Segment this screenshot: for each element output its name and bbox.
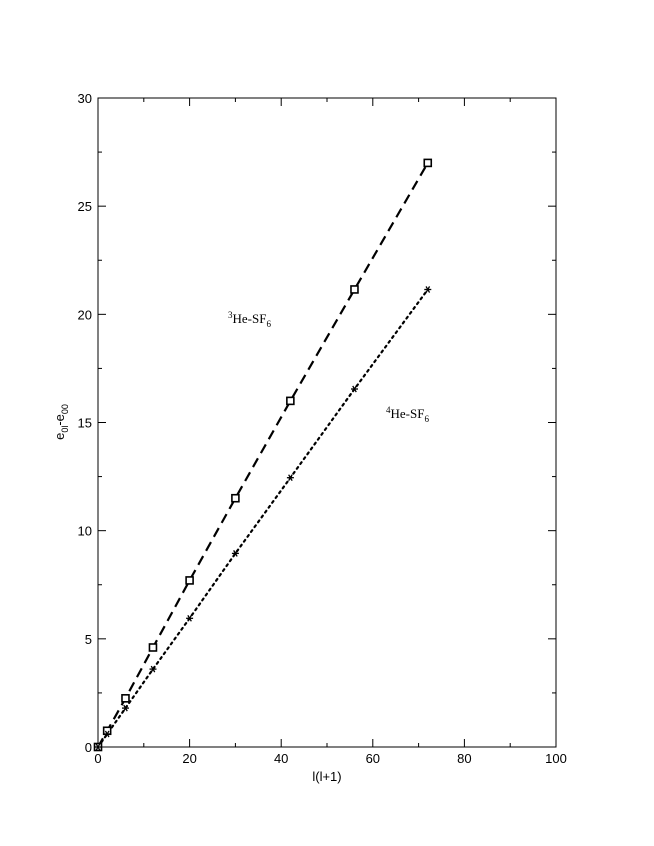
series-label-4he-sup: 4 — [386, 405, 391, 415]
y-tick-label: 10 — [78, 524, 92, 539]
series-2-point — [94, 743, 102, 751]
y-axis-title-sub2: 00 — [60, 404, 70, 414]
asterisk-stroke — [150, 665, 156, 673]
y-tick-label: 30 — [78, 91, 92, 106]
series-1-point — [286, 396, 295, 406]
asterisk-stroke — [233, 550, 238, 557]
asterisk-stroke — [123, 704, 128, 712]
series-label-3he-sup: 3 — [228, 310, 233, 320]
x-axis-title: l(l+1) — [312, 769, 341, 784]
x-tick-label: 60 — [366, 751, 380, 766]
series-lines — [96, 162, 429, 749]
asterisk-stroke — [95, 743, 101, 751]
y-axis-title-mid: -e — [52, 414, 67, 426]
y-tick-label: 15 — [78, 416, 92, 431]
series-2-point — [149, 665, 157, 673]
series-label-3he: 3He-SF6 — [228, 310, 271, 329]
y-tick-label: 5 — [85, 632, 92, 647]
y-axis-title: e0l-e00 — [52, 404, 70, 440]
x-tick-label: 80 — [457, 751, 471, 766]
series-2-point — [186, 614, 194, 622]
y-axis-title-main: e — [52, 433, 67, 440]
series-label-3he-main: He-SF — [233, 311, 267, 326]
series-1-point — [148, 643, 158, 652]
asterisk-stroke — [352, 385, 357, 393]
series-1-point — [121, 694, 130, 703]
series-2-point — [424, 286, 432, 293]
series-2-point — [286, 474, 294, 482]
series-2-point — [122, 704, 129, 712]
series-1-point — [423, 158, 433, 168]
axis-ticks — [97, 97, 557, 748]
series-2-point — [231, 550, 239, 557]
asterisk-stroke — [187, 614, 192, 622]
series-markers — [93, 158, 433, 752]
tick-labels: 0 20 40 60 80 100 0 5 10 15 20 25 30 — [78, 91, 567, 766]
series-2-point — [103, 730, 111, 738]
series-1-line — [97, 162, 429, 748]
x-tick-label: 100 — [545, 751, 567, 766]
x-tick-label: 40 — [274, 751, 288, 766]
series-label-4he-sub: 6 — [424, 414, 429, 424]
y-axis-title-sub1: 0l — [60, 426, 70, 433]
series-2-point — [351, 385, 358, 393]
series-label-4he-main: He-SF — [391, 406, 425, 421]
series-2-line — [96, 288, 429, 749]
series-label-3he-sub: 6 — [266, 319, 271, 329]
y-tick-label: 0 — [85, 740, 92, 755]
series-label-4he: 4He-SF6 — [386, 405, 429, 424]
series-1-point — [350, 285, 359, 294]
asterisk-stroke — [425, 286, 431, 293]
x-tick-label: 0 — [94, 751, 101, 766]
y-tick-label: 20 — [78, 307, 92, 322]
y-tick-label: 25 — [78, 199, 92, 214]
x-tick-label: 20 — [182, 751, 196, 766]
asterisk-stroke — [288, 474, 293, 482]
series-1-point — [185, 576, 194, 585]
series-1-point — [231, 493, 240, 503]
asterisk-stroke — [104, 730, 110, 738]
